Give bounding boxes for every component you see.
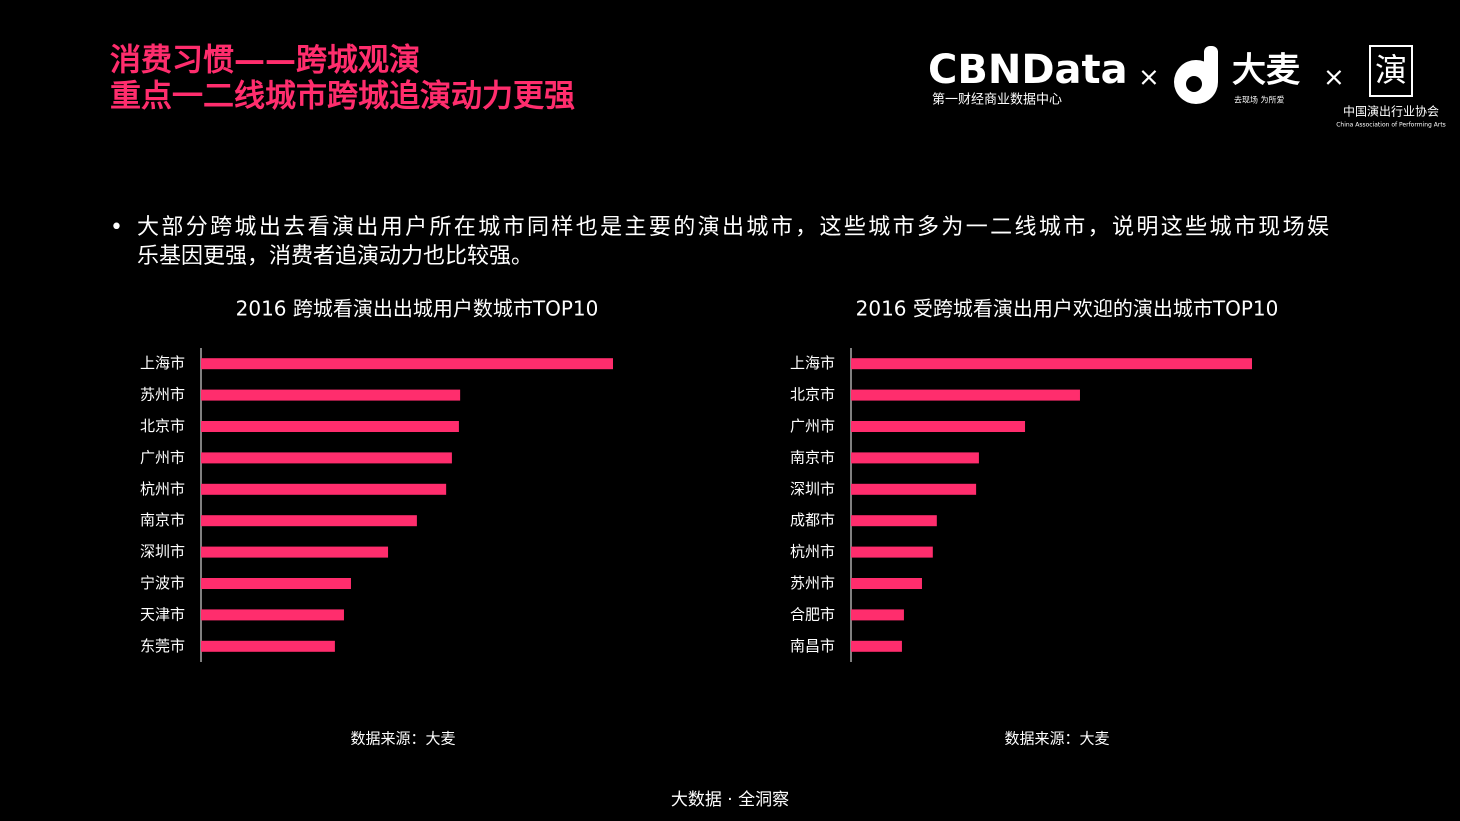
bar [201,515,417,527]
assoc-en: China Association of Performing Arts [1336,122,1446,129]
chart-title: 2016 跨城看演出出城用户数城市TOP10 [236,297,599,321]
cbn-sub: 第一财经商业数据中心 [932,93,1062,108]
category-label: 上海市 [140,354,185,372]
bar [201,389,461,401]
bar [851,483,977,495]
bullet-marker: • [110,215,123,240]
bar [851,421,1026,432]
category-label: 北京市 [790,386,835,404]
category-label: 南京市 [790,448,835,466]
bar [201,546,389,558]
category-label: 北京市 [140,417,185,435]
category-label: 苏州市 [140,386,185,404]
seal: 演 [1375,51,1407,89]
bar [201,483,447,495]
bar [201,452,452,464]
category-label: 广州市 [140,448,185,466]
bar [201,640,335,652]
source: 数据来源：大麦 [1004,730,1109,748]
damai-icon [1174,46,1218,104]
bar [201,609,344,621]
category-label: 成都市 [790,511,835,529]
category-label: 南昌市 [790,637,835,655]
bar [851,609,904,621]
source: 数据来源：大麦 [350,730,455,748]
category-label: 南京市 [140,511,185,529]
bar [201,578,351,589]
bar [851,515,937,527]
bar [851,546,933,558]
times: × [1138,63,1160,93]
category-label: 上海市 [790,354,835,372]
bar [851,640,902,652]
bar [201,421,459,432]
category-label: 深圳市 [790,480,835,498]
bullet-text: 大部分跨城出去看演出用户所在城市同样也是主要的演出城市，这些城市多为一二线城市，… [137,215,1329,240]
title-line: 重点一二线城市跨城追演动力更强 [110,79,575,115]
bar [851,389,1080,401]
title-line: 消费习惯——跨城观演 [110,43,420,79]
seal-frame [1369,45,1413,97]
bullet-text: 乐基因更强，消费者追演动力也比较强。 [137,244,533,269]
times: × [1323,63,1345,93]
category-label: 东莞市 [140,637,185,655]
category-label: 广州市 [790,417,835,435]
damai-sub: 去现场 为所爱 [1234,95,1285,105]
bar [851,452,979,464]
category-label: 杭州市 [140,480,185,498]
category-label: 合肥市 [790,605,835,623]
bar [201,358,613,370]
bar [851,578,922,589]
category-label: 苏州市 [790,574,835,592]
damai-logo: 大麦 [1232,51,1300,91]
category-label: 深圳市 [140,543,185,561]
cbn-logo: CBNData [928,47,1128,93]
footer: 大数据 · 全洞察 [671,790,789,810]
category-label: 杭州市 [790,543,835,561]
chart-title: 2016 受跨城看演出用户欢迎的演出城市TOP10 [856,297,1279,321]
category-label: 天津市 [140,605,185,623]
bar [851,358,1252,370]
category-label: 宁波市 [140,574,185,592]
assoc: 中国演出行业协会 [1343,104,1439,119]
